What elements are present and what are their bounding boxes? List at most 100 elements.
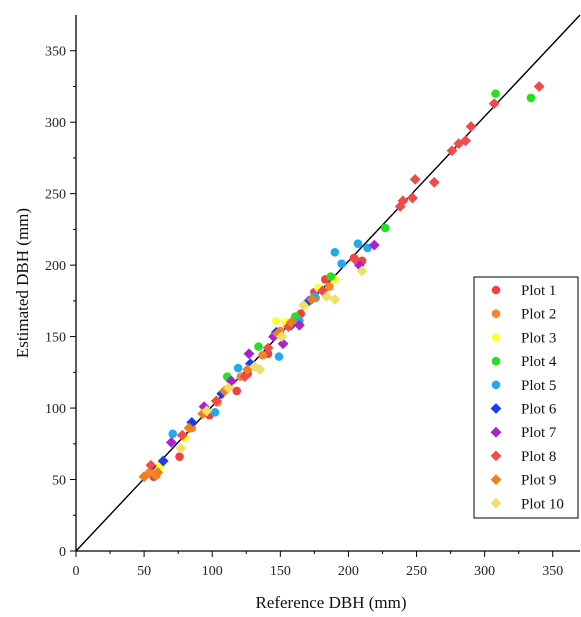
legend-label: Plot 4 <box>521 354 557 370</box>
data-point <box>394 201 406 212</box>
y-tick-label: 100 <box>45 402 66 417</box>
data-point <box>183 422 195 434</box>
data-point <box>239 371 251 383</box>
data-point <box>306 294 318 305</box>
legend-box <box>473 276 579 519</box>
y-axis-title: Estimated DBH (mm) <box>13 208 32 358</box>
data-point <box>219 385 230 397</box>
data-point <box>380 223 390 233</box>
data-point <box>168 429 178 439</box>
data-point <box>491 89 500 98</box>
legend: Plot 1 Plot 2 Plot 3 Plot 4 Plot 5 Plot 6 Plot… <box>473 276 579 519</box>
data-point <box>138 471 150 483</box>
x-axis-title: Reference DBH (mm) <box>255 593 406 612</box>
legend-marker <box>491 380 501 390</box>
data-point <box>407 192 418 204</box>
data-points <box>138 81 545 483</box>
data-point <box>262 342 274 354</box>
data-point <box>254 364 266 375</box>
legend-label: Plot 5 <box>521 378 556 394</box>
series-plot-10 <box>175 265 368 454</box>
legend-label: Plot 10 <box>521 496 564 512</box>
x-tick-label: 250 <box>406 564 427 579</box>
legend-marker <box>491 285 501 295</box>
data-point <box>243 348 255 360</box>
data-point <box>409 173 421 185</box>
legend-label: Plot 6 <box>521 402 557 418</box>
data-point <box>428 176 440 188</box>
data-point <box>285 316 297 328</box>
legend-marker <box>491 333 501 342</box>
y-tick-label: 350 <box>45 45 66 60</box>
data-point <box>176 429 188 441</box>
data-point <box>325 282 334 291</box>
data-point <box>356 265 368 277</box>
data-point <box>242 364 254 375</box>
data-point <box>368 239 380 251</box>
data-point <box>337 259 346 269</box>
data-point <box>349 254 361 265</box>
data-point <box>277 338 289 350</box>
data-point <box>446 145 458 157</box>
data-point <box>152 466 164 478</box>
data-point <box>198 401 210 413</box>
data-point <box>353 239 363 248</box>
data-point <box>223 382 234 394</box>
y-tick-label: 150 <box>45 331 66 346</box>
data-point <box>274 352 284 361</box>
data-point <box>201 405 213 417</box>
data-point <box>326 272 336 281</box>
data-point <box>276 331 288 342</box>
y-tick-label: 250 <box>45 188 66 203</box>
axis-ticks: 0 50 100 150 200 250 300 350 0 50 100 150 200 250 300 3… <box>45 45 563 579</box>
data-point <box>397 195 409 207</box>
data-point <box>197 408 209 420</box>
data-point <box>465 121 477 132</box>
legend-marker <box>490 450 502 462</box>
data-point <box>271 316 281 326</box>
data-point <box>210 395 222 407</box>
legend-marker <box>491 356 501 366</box>
legend-label: Plot 9 <box>521 473 556 489</box>
data-point <box>145 468 154 477</box>
legend-label: Plot 7 <box>521 425 557 441</box>
data-point <box>233 363 243 373</box>
data-point <box>329 294 341 305</box>
data-point <box>175 442 187 454</box>
legend-label: Plot 8 <box>521 449 556 465</box>
data-point <box>321 291 333 302</box>
data-point <box>330 247 340 257</box>
legend-marker <box>491 309 501 319</box>
data-point <box>298 299 309 311</box>
data-point <box>258 350 267 360</box>
x-tick-label: 100 <box>202 564 223 579</box>
y-tick-label: 50 <box>52 474 66 489</box>
x-tick-label: 50 <box>137 564 151 579</box>
data-point <box>533 81 545 92</box>
x-tick-label: 0 <box>73 564 80 579</box>
y-tick-label: 200 <box>45 259 66 274</box>
data-point <box>175 452 184 461</box>
data-point <box>254 342 263 351</box>
data-point <box>210 408 220 417</box>
data-point <box>165 436 177 448</box>
data-point <box>460 135 471 147</box>
y-tick-label: 0 <box>59 545 66 560</box>
axes <box>75 15 580 552</box>
data-point <box>244 358 256 370</box>
legend-marker <box>490 403 502 414</box>
data-point <box>293 319 305 331</box>
data-point <box>283 321 294 332</box>
data-point <box>145 459 157 471</box>
data-point <box>232 386 242 396</box>
legend-marker <box>490 474 502 485</box>
series-plot-2 <box>145 282 334 480</box>
x-tick-label: 350 <box>542 564 563 579</box>
y-tick-label: 300 <box>45 116 66 131</box>
legend-marker <box>490 426 502 438</box>
series-plot-7 <box>165 239 380 448</box>
data-point <box>157 455 169 467</box>
legend-label: Plot 2 <box>521 307 556 323</box>
data-point <box>526 93 536 103</box>
